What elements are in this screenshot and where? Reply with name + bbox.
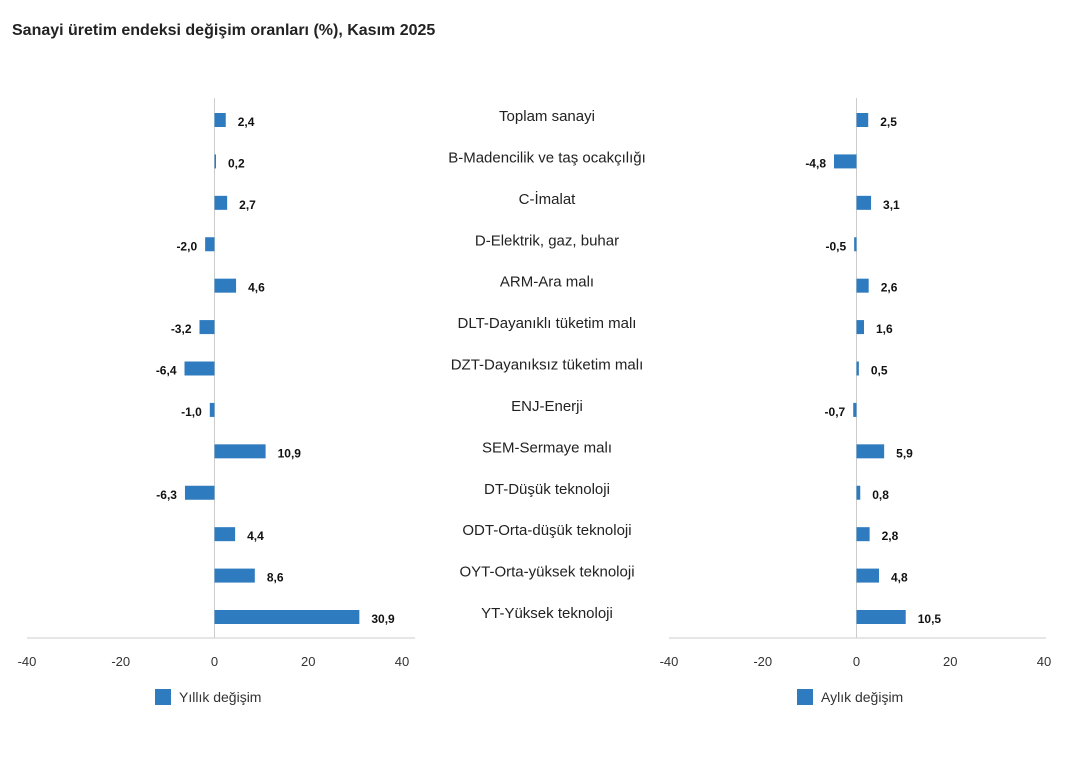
- chart-title: Sanayi üretim endeksi değişim oranları (…: [12, 22, 436, 39]
- legend-swatch-monthly: [797, 689, 813, 705]
- bar-yearly: [184, 485, 215, 500]
- data-label-monthly: 0,5: [871, 364, 888, 378]
- category-label: OYT-Orta-yüksek teknoloji: [459, 564, 634, 581]
- bar-yearly: [214, 113, 226, 127]
- x-tick-label-yearly: 20: [301, 654, 315, 669]
- data-label-monthly: 2,8: [882, 529, 899, 543]
- category-label: D-Elektrik, gaz, buhar: [475, 232, 619, 249]
- data-label-monthly: 4,8: [891, 571, 908, 585]
- bar-yearly: [184, 361, 215, 376]
- bar-monthly: [856, 610, 906, 624]
- data-label-yearly: -2,0: [176, 239, 197, 253]
- bar-monthly: [856, 444, 885, 459]
- x-tick-label-yearly: -40: [18, 654, 37, 669]
- data-label-monthly: 3,1: [883, 198, 900, 212]
- bar-monthly: [856, 113, 869, 127]
- data-label-yearly: -6,3: [156, 488, 177, 502]
- data-label-yearly: 4,6: [248, 281, 265, 295]
- data-label-yearly: 4,4: [247, 529, 264, 543]
- x-tick-label-monthly: 20: [943, 654, 957, 669]
- x-tick-label-yearly: -20: [111, 654, 130, 669]
- bar-yearly: [214, 568, 255, 583]
- bar-monthly: [854, 237, 857, 252]
- data-label-monthly: -0,7: [825, 405, 846, 419]
- legend-label-monthly: Aylık değişim: [821, 689, 903, 705]
- x-tick-label-monthly: -20: [753, 654, 772, 669]
- bar-yearly: [199, 320, 215, 335]
- legend-label-yearly: Yıllık değişim: [179, 689, 261, 705]
- category-label: SEM-Sermaye malı: [482, 439, 612, 456]
- data-label-yearly: 30,9: [371, 612, 395, 626]
- data-label-yearly: -3,2: [171, 322, 192, 336]
- bar-yearly: [214, 444, 266, 459]
- data-label-yearly: 2,4: [238, 115, 255, 129]
- bar-yearly: [205, 237, 215, 252]
- bar-monthly: [856, 278, 869, 293]
- data-label-monthly: 2,5: [880, 115, 897, 129]
- x-tick-label-monthly: 40: [1037, 654, 1051, 669]
- legend-swatch-yearly: [155, 689, 171, 705]
- bar-monthly: [853, 402, 857, 417]
- bar-yearly: [214, 154, 216, 169]
- category-label: ODT-Orta-düşük teknoloji: [462, 522, 631, 539]
- x-tick-label-monthly: 0: [853, 654, 860, 669]
- data-label-monthly: -4,8: [805, 156, 826, 170]
- bar-yearly: [214, 610, 360, 624]
- category-label: DZT-Dayanıksız tüketim malı: [451, 357, 644, 374]
- bar-monthly: [834, 154, 857, 169]
- bar-monthly: [856, 195, 872, 210]
- data-label-yearly: 2,7: [239, 198, 256, 212]
- data-label-monthly: 5,9: [896, 446, 913, 460]
- bar-yearly: [214, 527, 236, 542]
- bar-monthly: [856, 485, 861, 500]
- data-label-yearly: -1,0: [181, 405, 202, 419]
- data-label-yearly: 8,6: [267, 571, 284, 585]
- data-label-monthly: 10,5: [918, 612, 942, 626]
- category-label: Toplam sanayi: [499, 108, 595, 125]
- x-tick-label-yearly: 40: [395, 654, 409, 669]
- bar-yearly: [209, 402, 215, 417]
- category-label: YT-Yüksek teknoloji: [481, 605, 613, 622]
- bar-monthly: [856, 568, 879, 583]
- category-label: DT-Düşük teknoloji: [484, 481, 610, 498]
- category-label: ENJ-Enerji: [511, 398, 583, 415]
- x-tick-label-yearly: 0: [211, 654, 218, 669]
- category-label: DLT-Dayanıklı tüketim malı: [458, 315, 637, 332]
- bar-monthly: [856, 527, 870, 542]
- bar-monthly: [856, 320, 864, 335]
- category-label: ARM-Ara malı: [500, 274, 594, 291]
- data-label-monthly: -0,5: [825, 239, 846, 253]
- data-label-monthly: 1,6: [876, 322, 893, 336]
- category-label: C-İmalat: [519, 190, 577, 208]
- bar-yearly: [214, 278, 237, 293]
- x-tick-label-monthly: -40: [660, 654, 679, 669]
- data-label-yearly: -6,4: [156, 364, 177, 378]
- category-label: B-Madencilik ve taş ocakçılığı: [448, 149, 646, 166]
- bar-monthly: [856, 361, 859, 376]
- data-label-monthly: 2,6: [881, 281, 898, 295]
- bar-yearly: [214, 195, 228, 210]
- data-label-yearly: 0,2: [228, 156, 245, 170]
- data-label-monthly: 0,8: [872, 488, 889, 502]
- data-label-yearly: 10,9: [278, 446, 302, 460]
